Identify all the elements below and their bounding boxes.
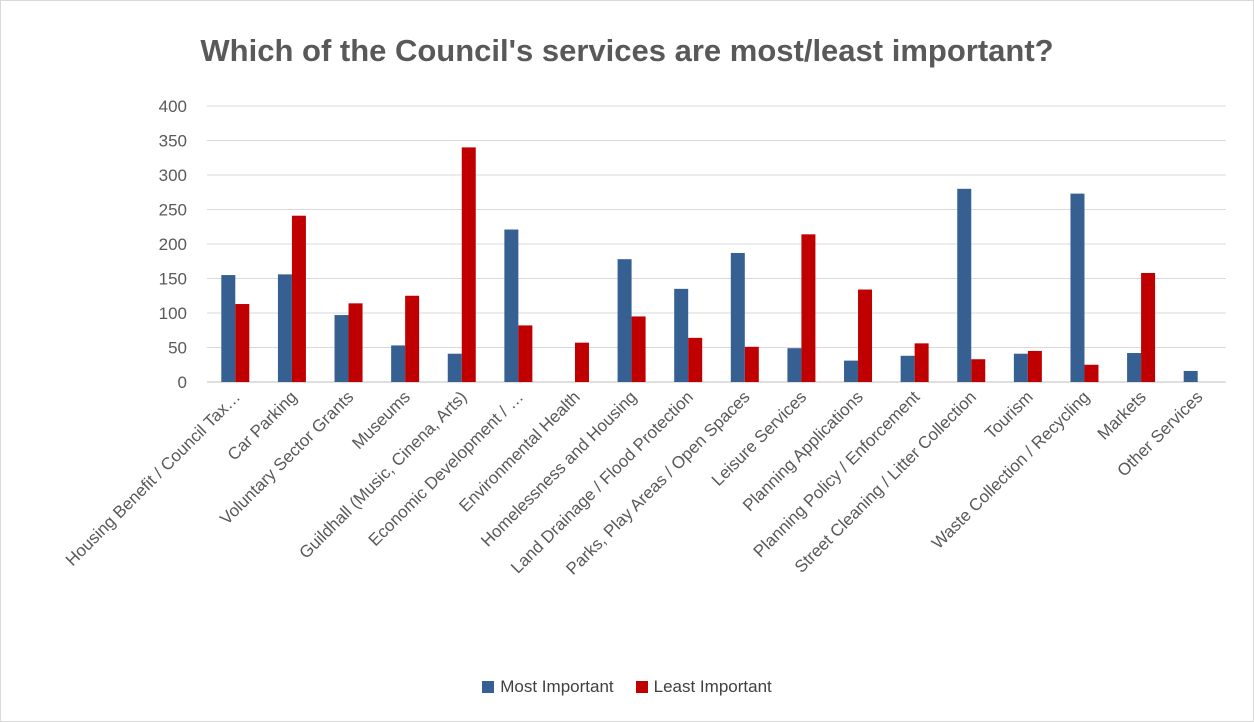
legend-swatch <box>635 681 648 693</box>
bar-most-important <box>391 345 406 382</box>
bar-least-important <box>914 343 929 382</box>
chart-title: Which of the Council's services are most… <box>200 33 1054 68</box>
y-tick-label: 50 <box>168 339 187 358</box>
bar-most-important <box>221 275 236 382</box>
gridlines <box>207 105 1226 383</box>
bar-least-important <box>744 346 759 382</box>
x-tick-label: Markets <box>1094 387 1150 443</box>
bar-least-important <box>858 289 873 382</box>
bar-least-important <box>348 303 363 382</box>
bar-most-important <box>957 188 972 382</box>
bar-least-important <box>405 295 420 382</box>
bar-most-important <box>787 348 802 382</box>
bar-least-important <box>631 316 646 382</box>
legend-swatch <box>482 681 495 693</box>
x-axis-ticks: Housing Benefit / Council Tax…Car Parkin… <box>62 387 1207 578</box>
y-tick-label: 200 <box>159 235 187 254</box>
legend-item: Least Important <box>635 677 772 697</box>
bar-most-important <box>1183 370 1198 382</box>
bar-least-important <box>235 304 250 382</box>
bar-least-important <box>801 234 816 382</box>
legend-label: Most Important <box>500 677 614 696</box>
bar-most-important <box>447 353 462 382</box>
bars <box>221 147 1198 382</box>
bar-least-important <box>574 342 589 382</box>
bar-least-important <box>291 215 306 382</box>
legend-label: Least Important <box>653 677 772 696</box>
bar-least-important <box>971 359 986 382</box>
x-tick-label: Tourism <box>981 387 1037 443</box>
bar-most-important <box>504 229 519 382</box>
bar-most-important <box>844 360 859 382</box>
legend: Most Important Least Important <box>1 677 1253 697</box>
bar-most-important <box>1013 353 1028 382</box>
bar-least-important <box>461 147 476 382</box>
y-tick-label: 100 <box>159 304 187 323</box>
bar-most-important <box>277 274 292 382</box>
bar-most-important <box>1070 193 1085 382</box>
y-tick-label: 300 <box>159 166 187 185</box>
bar-most-important <box>730 252 745 382</box>
bar-least-important <box>1027 350 1042 382</box>
bar-least-important <box>1084 364 1099 382</box>
y-axis-ticks: 0 50 100 150 200 250 300 350 400 <box>159 97 187 392</box>
x-tick-label: Leisure Services <box>708 387 810 489</box>
y-tick-label: 150 <box>159 270 187 289</box>
bar-least-important <box>518 325 533 382</box>
y-tick-label: 0 <box>178 373 187 392</box>
bar-least-important <box>1141 272 1156 382</box>
bar-most-important <box>334 315 349 382</box>
bar-most-important <box>900 355 915 382</box>
y-tick-label: 250 <box>159 201 187 220</box>
bar-most-important <box>1127 353 1142 382</box>
legend-item: Most Important <box>482 677 614 697</box>
y-tick-label: 400 <box>159 97 187 116</box>
y-tick-label: 350 <box>159 132 187 151</box>
bar-most-important <box>617 259 632 382</box>
bar-most-important <box>674 288 689 382</box>
bar-least-important <box>688 337 703 382</box>
x-tick-label: Housing Benefit / Council Tax… <box>62 387 244 569</box>
